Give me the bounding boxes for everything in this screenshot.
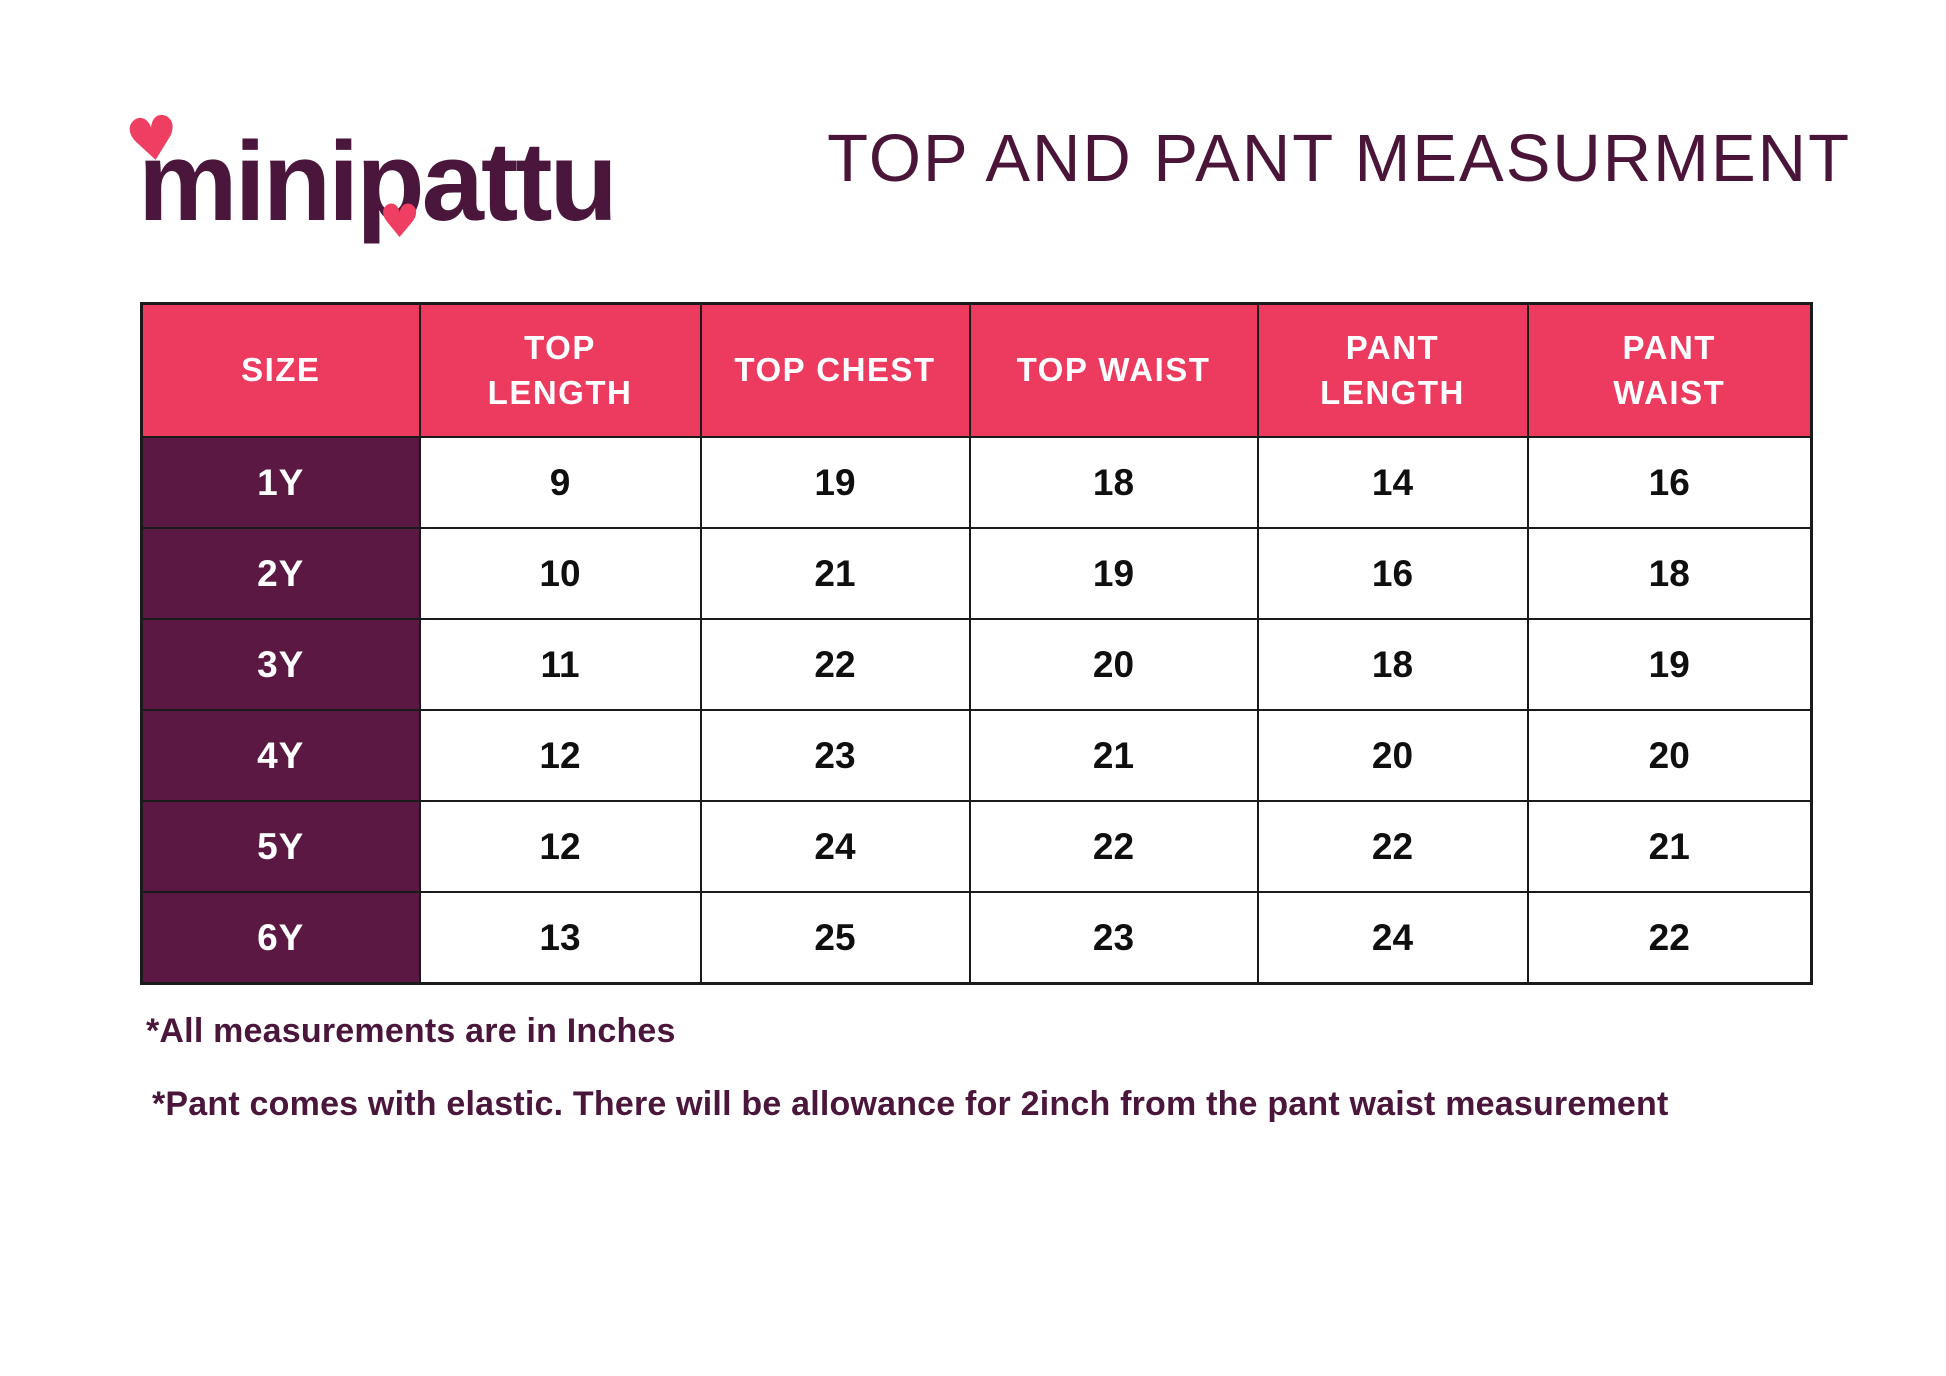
value-cell: 22	[1526, 891, 1813, 985]
table-header-row: SIZE TOP LENGTH TOP CHEST TOP WAIST PANT LENGT…	[140, 302, 1813, 438]
logo-letter-p: p	[356, 119, 424, 244]
column-header-pant-length: PANT LENGTH	[1256, 302, 1529, 438]
table-body: 1Y 9 19 18 14 16 2Y 10 21 19 16 18 3Y 11 22 20 18 19 4Y 12 2…	[140, 436, 1813, 985]
brand-logo: ♥ minip ♥ attu	[121, 96, 618, 266]
value-cell: 10	[418, 527, 702, 620]
value-cell: 19	[1526, 618, 1813, 711]
value-cell: 19	[699, 436, 971, 529]
size-cell: 6Y	[140, 891, 421, 985]
table-row: 3Y 11 22 20 18 19	[140, 618, 1813, 711]
value-cell: 20	[1526, 709, 1813, 802]
column-header-top-waist: TOP WAIST	[968, 302, 1259, 438]
table-row: 6Y 13 25 23 24 22	[140, 891, 1813, 985]
column-header-top-chest: TOP CHEST	[699, 302, 971, 438]
heart-icon: ♥	[378, 194, 420, 248]
value-cell: 23	[968, 891, 1259, 985]
size-cell: 5Y	[140, 800, 421, 893]
value-cell: 24	[1256, 891, 1529, 985]
value-cell: 9	[418, 436, 702, 529]
page-title: TOP AND PANT MEASURMENT	[827, 121, 1851, 196]
size-cell: 2Y	[140, 527, 421, 620]
value-cell: 24	[699, 800, 971, 893]
column-header-top-length: TOP LENGTH	[418, 302, 702, 438]
value-cell: 14	[1256, 436, 1529, 529]
size-cell: 3Y	[140, 618, 421, 711]
size-cell: 1Y	[140, 436, 421, 529]
value-cell: 16	[1526, 436, 1813, 529]
footnote-elastic: *Pant comes with elastic. There will be …	[152, 1085, 1669, 1123]
table-row: 5Y 12 24 22 22 21	[140, 800, 1813, 893]
value-cell: 19	[968, 527, 1259, 620]
value-cell: 20	[968, 618, 1259, 711]
size-chart-table: SIZE TOP LENGTH TOP CHEST TOP WAIST PANT LENGT…	[140, 302, 1813, 985]
table-row: 4Y 12 23 21 20 20	[140, 709, 1813, 802]
logo-part-p: p ♥	[356, 126, 424, 245]
value-cell: 13	[418, 891, 702, 985]
value-cell: 23	[699, 709, 971, 802]
value-cell: 12	[418, 709, 702, 802]
value-cell: 18	[1256, 618, 1529, 711]
logo-part-mini: mini	[138, 119, 359, 244]
value-cell: 25	[699, 891, 971, 985]
column-header-pant-waist: PANT WAIST	[1526, 302, 1813, 438]
brand-logo-text: minip ♥ attu	[138, 96, 618, 245]
value-cell: 21	[699, 527, 971, 620]
size-cell: 4Y	[140, 709, 421, 802]
value-cell: 16	[1256, 527, 1529, 620]
value-cell: 18	[1526, 527, 1813, 620]
value-cell: 21	[1526, 800, 1813, 893]
value-cell: 18	[968, 436, 1259, 529]
value-cell: 12	[418, 800, 702, 893]
logo-part-attu: attu	[421, 119, 618, 244]
value-cell: 22	[699, 618, 971, 711]
value-cell: 11	[418, 618, 702, 711]
table-row: 2Y 10 21 19 16 18	[140, 527, 1813, 620]
footnotes: *All measurements are in Inches *Pant co…	[146, 1012, 1669, 1158]
column-header-size: SIZE	[140, 302, 421, 438]
table-row: 1Y 9 19 18 14 16	[140, 436, 1813, 529]
value-cell: 20	[1256, 709, 1529, 802]
value-cell: 22	[1256, 800, 1529, 893]
footnote-units: *All measurements are in Inches	[146, 1012, 676, 1050]
value-cell: 21	[968, 709, 1259, 802]
value-cell: 22	[968, 800, 1259, 893]
